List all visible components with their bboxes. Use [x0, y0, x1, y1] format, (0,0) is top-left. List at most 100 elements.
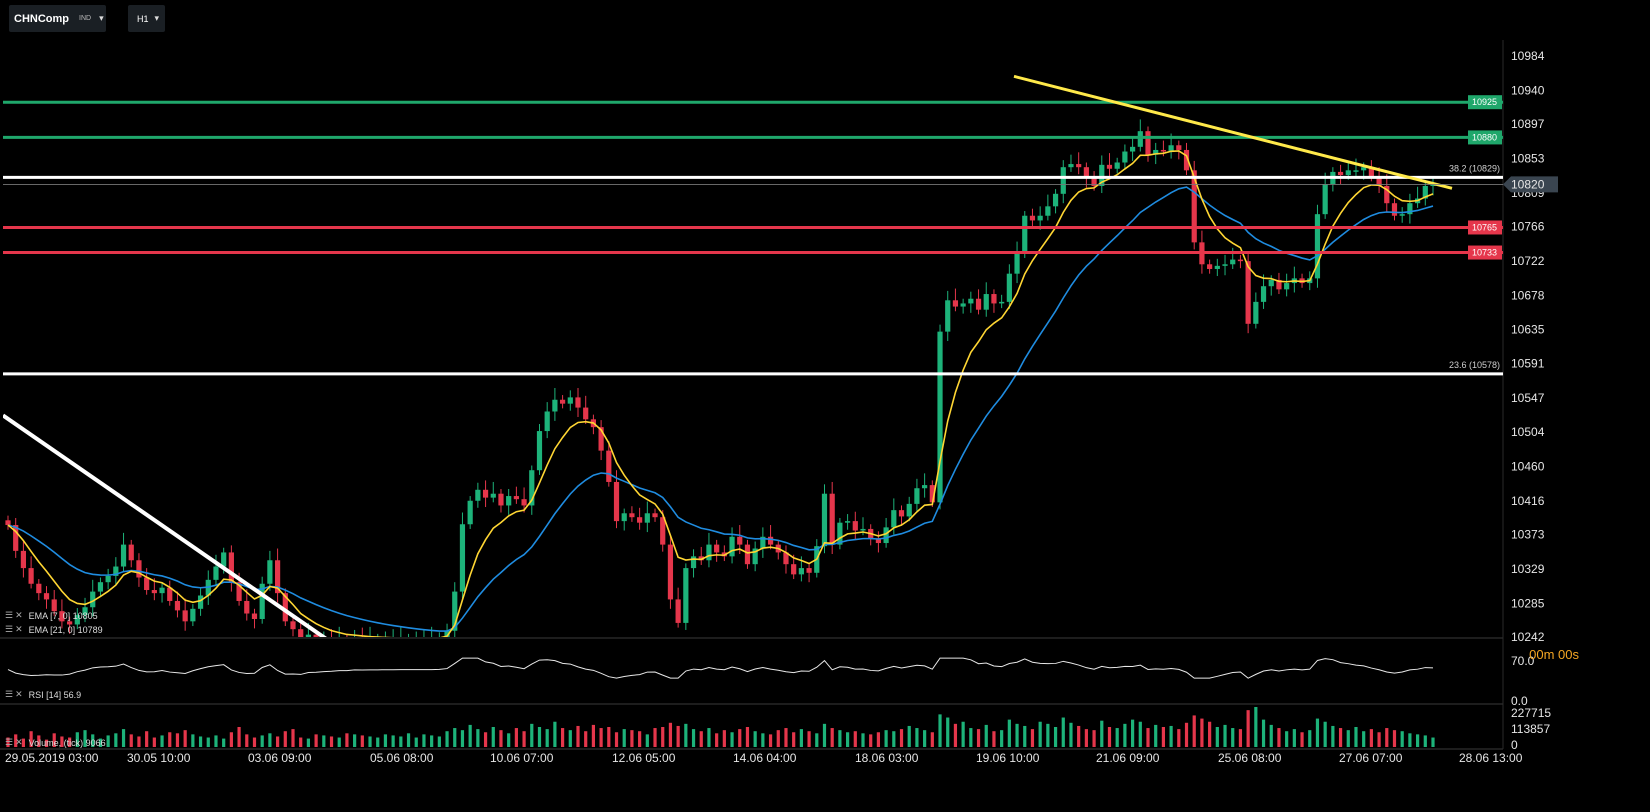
candle-body	[290, 621, 296, 630]
volume-bar	[1177, 729, 1181, 747]
volume-bar	[699, 731, 703, 747]
candle-body	[228, 552, 234, 583]
volume-bar	[1354, 727, 1358, 747]
volume-legend[interactable]: ☰ ✕ Volume, (tick) 9066	[5, 737, 106, 748]
candle-body	[521, 499, 527, 506]
volume-bar	[168, 732, 172, 747]
volume-bar	[938, 714, 942, 747]
candle-body	[760, 536, 766, 549]
candle-body	[690, 556, 697, 569]
candle-body	[352, 637, 357, 640]
volume-bar	[1285, 731, 1289, 747]
candle-body	[159, 587, 165, 594]
candle-body	[5, 520, 11, 526]
timeframe-selector[interactable]: H1 ▾	[128, 5, 165, 32]
ema21-legend[interactable]: ☰ ✕ EMA [21, 0] 10789	[5, 624, 103, 635]
volume-bar	[160, 735, 164, 747]
symbol-selector[interactable]: CHNComp IND ▾	[9, 5, 106, 32]
volume-bar	[1192, 715, 1196, 747]
volume-bar	[1123, 723, 1127, 747]
candle-body	[644, 513, 650, 523]
volume-bar	[353, 734, 357, 747]
candle-body	[637, 517, 643, 523]
fib-level-label: 23.6 (10578)	[1449, 360, 1500, 370]
volume-bar	[668, 722, 673, 747]
volume-bar	[68, 737, 72, 747]
volume-bar	[337, 737, 341, 747]
menu-icon[interactable]: ☰	[5, 624, 14, 634]
candle-body	[1037, 215, 1043, 221]
candle-body	[406, 639, 411, 641]
candle-body	[1068, 164, 1074, 168]
volume-bar	[1392, 730, 1397, 747]
volume-bar	[1369, 729, 1373, 747]
close-icon[interactable]: ✕	[15, 624, 23, 634]
candle-body	[197, 595, 204, 609]
rsi-tick-label: 0.0	[1511, 694, 1528, 708]
candle-body	[267, 560, 273, 584]
candle-body	[329, 639, 334, 641]
volume-bar	[1154, 724, 1158, 747]
volume-bar	[483, 732, 488, 747]
volume-bar	[1415, 734, 1420, 747]
chevron-down-icon: ▾	[99, 13, 104, 23]
candle-body	[28, 568, 34, 584]
volume-bar	[1223, 724, 1227, 747]
menu-icon[interactable]: ☰	[5, 689, 14, 699]
volume-bar	[1007, 719, 1011, 747]
volume-bar	[545, 729, 549, 747]
close-icon[interactable]: ✕	[15, 737, 23, 747]
volume-bar	[21, 738, 26, 747]
candle-body	[752, 548, 758, 565]
volume-bar	[784, 728, 788, 747]
volume-bar	[414, 737, 418, 747]
volume-bar	[75, 732, 79, 747]
candle-body	[1083, 167, 1089, 179]
close-icon[interactable]: ✕	[15, 689, 23, 699]
rsi-legend[interactable]: ☰ ✕ RSI [14] 56.9	[5, 689, 81, 700]
volume-bar	[1292, 729, 1296, 747]
candle-body	[459, 524, 466, 592]
x-tick-label: 05.06 08:00	[370, 751, 434, 765]
candle-body	[90, 591, 96, 608]
candle-body	[629, 513, 635, 518]
candle-body	[1052, 193, 1059, 207]
candle-body	[174, 600, 181, 611]
volume-bar	[399, 736, 403, 747]
y-tick-label: 10766	[1511, 220, 1545, 234]
volume-bar	[283, 731, 287, 747]
volume-bar	[1000, 730, 1004, 747]
menu-icon[interactable]: ☰	[5, 737, 14, 747]
plot-area	[3, 119, 1436, 641]
volume-bar	[1385, 728, 1389, 747]
x-tick-label: 27.06 07:00	[1339, 751, 1403, 765]
volume-bar	[1169, 725, 1173, 747]
candle-body	[506, 496, 512, 506]
volume-bar	[460, 730, 465, 747]
y-tick-label: 10635	[1511, 322, 1545, 336]
candle-body	[1022, 215, 1028, 254]
candle-body	[791, 564, 797, 575]
current-price-label: 10820	[1511, 177, 1545, 191]
volume-bar	[1338, 728, 1343, 747]
candle-body	[783, 552, 789, 565]
candle-body	[737, 536, 743, 545]
ema7-legend[interactable]: ☰ ✕ EMA [7, 0] 10805	[5, 610, 98, 621]
volume-bar	[275, 736, 280, 747]
volume-bar	[638, 731, 642, 747]
candle-body	[367, 639, 372, 641]
volume-bar	[1038, 721, 1042, 747]
menu-icon[interactable]: ☰	[5, 610, 14, 620]
volume-bar	[514, 728, 518, 747]
candle-body	[182, 610, 188, 622]
candle-body	[544, 411, 550, 432]
volume-bar	[1200, 718, 1204, 747]
close-icon[interactable]: ✕	[15, 610, 23, 620]
volume-bar	[476, 729, 480, 747]
candle-body	[1237, 259, 1244, 262]
candle-body	[983, 294, 989, 310]
volume-bar	[499, 730, 503, 747]
candle-body	[1268, 279, 1274, 287]
volume-bar	[1069, 722, 1073, 747]
